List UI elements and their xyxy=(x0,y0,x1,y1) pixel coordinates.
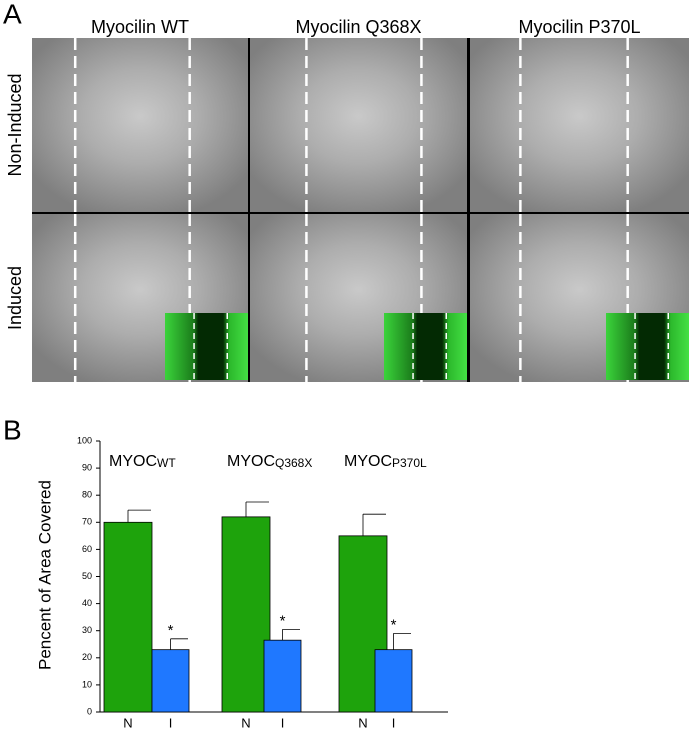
group-label: MYOCP370L xyxy=(344,453,427,470)
y-axis-label: Pencent of Area Covered xyxy=(35,480,54,670)
error-bar xyxy=(393,633,411,650)
x-tick-label: I xyxy=(392,715,396,730)
y-tick-label: 30 xyxy=(82,625,92,635)
fluorescence-inset xyxy=(165,313,248,380)
error-bar xyxy=(127,509,151,523)
error-bar xyxy=(170,638,188,650)
group-name: MYOC xyxy=(227,453,275,470)
group-label: MYOCWT xyxy=(109,453,176,470)
x-tick-label: I xyxy=(281,715,285,730)
error-bar xyxy=(362,513,386,536)
y-tick-label: 100 xyxy=(77,435,92,445)
row-label: Non-Induced xyxy=(5,73,25,176)
panel-letter: B xyxy=(3,414,22,445)
significance-marker: * xyxy=(168,622,174,639)
x-tick-label: N xyxy=(241,715,250,730)
column-label: Myocilin WT xyxy=(91,17,189,37)
y-tick-label: 50 xyxy=(82,571,92,581)
error-bar xyxy=(245,501,269,517)
group-name: MYOC xyxy=(109,453,157,470)
y-tick-label: 60 xyxy=(82,544,92,554)
micrograph xyxy=(250,38,467,212)
panel-letter: A xyxy=(3,0,22,29)
column-label: Myocilin P370L xyxy=(518,17,640,37)
y-tick-label: 20 xyxy=(82,652,92,662)
fluorescence-inset xyxy=(606,313,689,380)
group-subscript: WT xyxy=(157,456,176,470)
fluorescence-inset xyxy=(384,313,467,380)
bar xyxy=(221,516,271,713)
micrograph xyxy=(32,38,248,212)
y-tick-label: 10 xyxy=(82,679,92,689)
y-tick-label: 40 xyxy=(82,598,92,608)
y-tick-label: 0 xyxy=(87,706,92,716)
column-label: Myocilin Q368X xyxy=(295,17,421,37)
x-tick-label: N xyxy=(358,715,367,730)
group-subscript: Q368X xyxy=(275,456,312,470)
significance-marker: * xyxy=(280,612,286,629)
bar xyxy=(263,639,302,713)
group-label: MYOCQ368X xyxy=(227,453,312,470)
bar xyxy=(151,649,190,713)
y-tick-label: 90 xyxy=(82,462,92,472)
panel-b: B Pencent of Area Covered 0 10 20 30 40 50 60 7… xyxy=(3,414,448,730)
group-name: MYOC xyxy=(344,453,392,470)
error-bar xyxy=(282,628,300,641)
row-label: Induced xyxy=(5,266,25,330)
group-subscript: P370L xyxy=(392,456,427,470)
bar xyxy=(374,649,413,713)
y-tick-label: 70 xyxy=(82,517,92,527)
x-tick-label: N xyxy=(123,715,132,730)
significance-marker: * xyxy=(391,616,397,633)
x-tick-label: I xyxy=(169,715,173,730)
panel-a: A Myocilin WT Myocilin Q368X Myocilin P370… xyxy=(3,0,689,382)
y-tick-label: 80 xyxy=(82,490,92,500)
micrograph xyxy=(470,38,689,212)
bar xyxy=(103,521,153,713)
